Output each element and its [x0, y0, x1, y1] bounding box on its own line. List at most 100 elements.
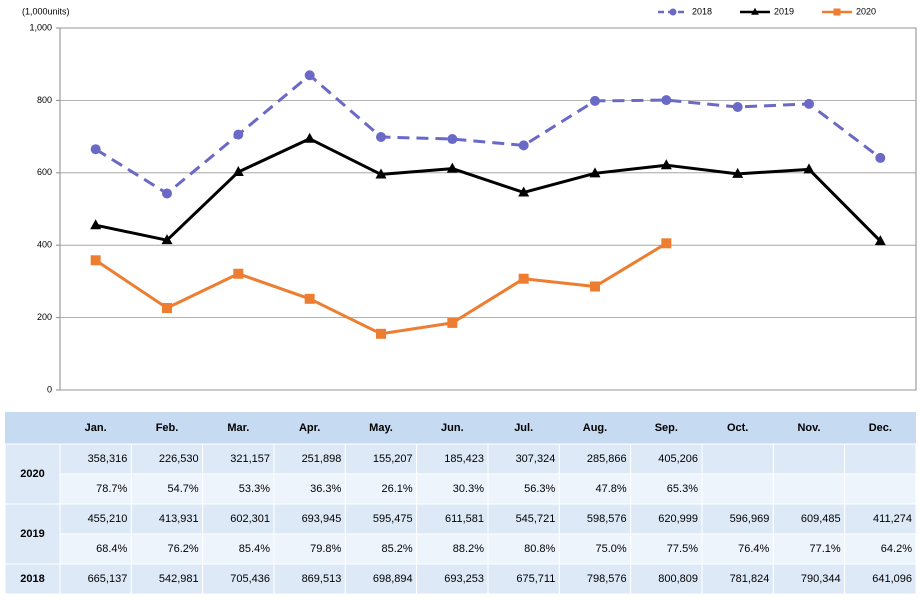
value-cell: 798,576 — [587, 573, 627, 585]
value-cell: 411,274 — [873, 513, 912, 525]
y-tick-label: 600 — [37, 167, 52, 177]
legend-marker — [669, 8, 677, 16]
table-cell — [273, 473, 346, 505]
table-cell — [344, 443, 418, 475]
column-header: Jan. — [85, 422, 107, 434]
table-cell — [558, 563, 632, 595]
y-tick-label: 400 — [37, 240, 52, 250]
ratio-cell: 53.3% — [239, 483, 270, 495]
marker — [732, 101, 743, 112]
table-cell — [130, 473, 204, 505]
marker — [590, 95, 600, 106]
column-header: Oct. — [727, 422, 748, 434]
table-cell — [487, 443, 560, 475]
series-line — [94, 73, 882, 195]
legend-marker — [833, 8, 841, 16]
marker — [232, 165, 244, 176]
row-label: 2019 — [20, 528, 44, 540]
marker — [376, 132, 386, 143]
table-cell — [844, 473, 917, 505]
ratio-cell: 80.8% — [524, 543, 555, 555]
column-header: Apr. — [299, 422, 320, 434]
row-label-cell — [4, 503, 61, 565]
table-header-bg — [5, 412, 916, 444]
table-cell — [202, 533, 275, 565]
marker — [661, 95, 672, 106]
column-header: Dec. — [869, 422, 892, 434]
ratio-cell: 68.4% — [96, 543, 127, 555]
marker — [376, 328, 386, 339]
table-cell — [202, 443, 275, 475]
value-cell: 413,931 — [159, 513, 199, 525]
marker — [375, 168, 387, 179]
value-cell: 545,721 — [516, 513, 556, 525]
marker — [304, 132, 316, 143]
marker — [732, 167, 744, 178]
ratio-cell: 88.2% — [453, 543, 484, 555]
series-line — [94, 242, 668, 336]
y-tick-label: 200 — [37, 312, 52, 322]
table-cell — [416, 533, 489, 565]
table-cell — [59, 503, 132, 535]
table-cell — [630, 563, 703, 595]
value-cell: 693,253 — [444, 573, 484, 585]
marker — [90, 219, 102, 230]
table-cell — [701, 443, 774, 475]
column-header: Jul. — [514, 422, 533, 434]
table-cell — [701, 473, 774, 505]
ratio-cell: 26.1% — [381, 483, 412, 495]
column-header: Aug. — [583, 422, 607, 434]
marker — [233, 268, 244, 279]
legend-label: 2018 — [692, 6, 712, 16]
marker — [161, 234, 173, 245]
ratio-cell: 65.3% — [667, 483, 698, 495]
table-cell — [701, 563, 774, 595]
column-header: Jun. — [441, 422, 464, 434]
value-cell: 285,866 — [587, 453, 627, 465]
y-axis-unit: (1,000units) — [22, 6, 70, 16]
value-cell: 358,316 — [88, 453, 128, 465]
ratio-cell: 75.0% — [595, 543, 626, 555]
table-cell — [844, 443, 917, 475]
ratio-cell: 30.3% — [453, 483, 484, 495]
ratio-cell: 77.5% — [667, 543, 698, 555]
marker — [304, 70, 315, 81]
value-cell: 596,969 — [730, 513, 770, 525]
column-header: Feb. — [156, 422, 179, 434]
value-cell: 609,485 — [801, 513, 841, 525]
value-cell: 598,576 — [587, 513, 627, 525]
table-cell — [202, 563, 275, 595]
marker — [874, 235, 886, 246]
value-cell: 641,096 — [872, 573, 912, 585]
marker — [90, 144, 101, 155]
value-cell: 800,809 — [658, 573, 698, 585]
table-cell — [416, 473, 489, 505]
plot-area — [59, 27, 917, 391]
marker — [446, 162, 458, 173]
ratio-cell: 77.1% — [809, 543, 840, 555]
marker — [518, 273, 529, 284]
value-cell: 790,344 — [801, 573, 841, 585]
marker — [518, 140, 529, 151]
value-cell: 611,581 — [445, 513, 484, 525]
value-cell: 781,824 — [730, 573, 770, 585]
table-cell — [772, 563, 846, 595]
value-cell: 869,513 — [302, 573, 342, 585]
ratio-cell: 76.4% — [738, 543, 769, 555]
y-tick-label: 1,000 — [29, 22, 52, 32]
value-cell: 665,137 — [88, 573, 128, 585]
row-label: 2018 — [20, 573, 44, 585]
column-header: Mar. — [227, 422, 249, 434]
table-cell — [487, 563, 560, 595]
legend-label: 2019 — [774, 6, 794, 16]
ratio-cell: 64.2% — [881, 543, 912, 555]
column-header: Sep. — [655, 422, 678, 434]
table-cell — [130, 563, 204, 595]
value-cell: 602,301 — [230, 513, 270, 525]
marker — [518, 186, 530, 197]
value-cell: 321,157 — [230, 453, 270, 465]
ratio-cell: 54.7% — [167, 483, 198, 495]
value-cell: 405,206 — [658, 453, 698, 465]
column-header: Nov. — [797, 422, 820, 434]
table-cell — [558, 473, 632, 505]
